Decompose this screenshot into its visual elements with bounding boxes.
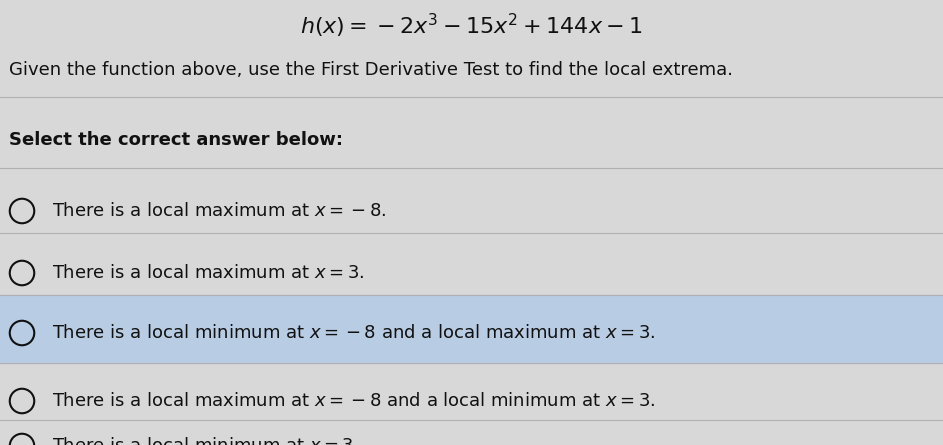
Text: There is a local minimum at $x = -8$ and a local maximum at $x = 3.$: There is a local minimum at $x = -8$ and… bbox=[52, 324, 655, 342]
Text: Select the correct answer below:: Select the correct answer below: bbox=[9, 131, 343, 149]
Text: There is a local maximum at $x = -8.$: There is a local maximum at $x = -8.$ bbox=[52, 202, 387, 220]
Text: There is a local maximum at $x = -8$ and a local minimum at $x = 3.$: There is a local maximum at $x = -8$ and… bbox=[52, 392, 655, 410]
Text: $h(x) = -2x^3 - 15x^2 + 144x - 1$: $h(x) = -2x^3 - 15x^2 + 144x - 1$ bbox=[300, 12, 643, 40]
Text: Given the function above, use the First Derivative Test to find the local extrem: Given the function above, use the First … bbox=[9, 61, 734, 79]
Text: There is a local maximum at $x = 3.$: There is a local maximum at $x = 3.$ bbox=[52, 264, 364, 282]
Bar bbox=[0, 295, 943, 363]
Text: There is a local minimum at $x = 3.$: There is a local minimum at $x = 3.$ bbox=[52, 437, 359, 445]
